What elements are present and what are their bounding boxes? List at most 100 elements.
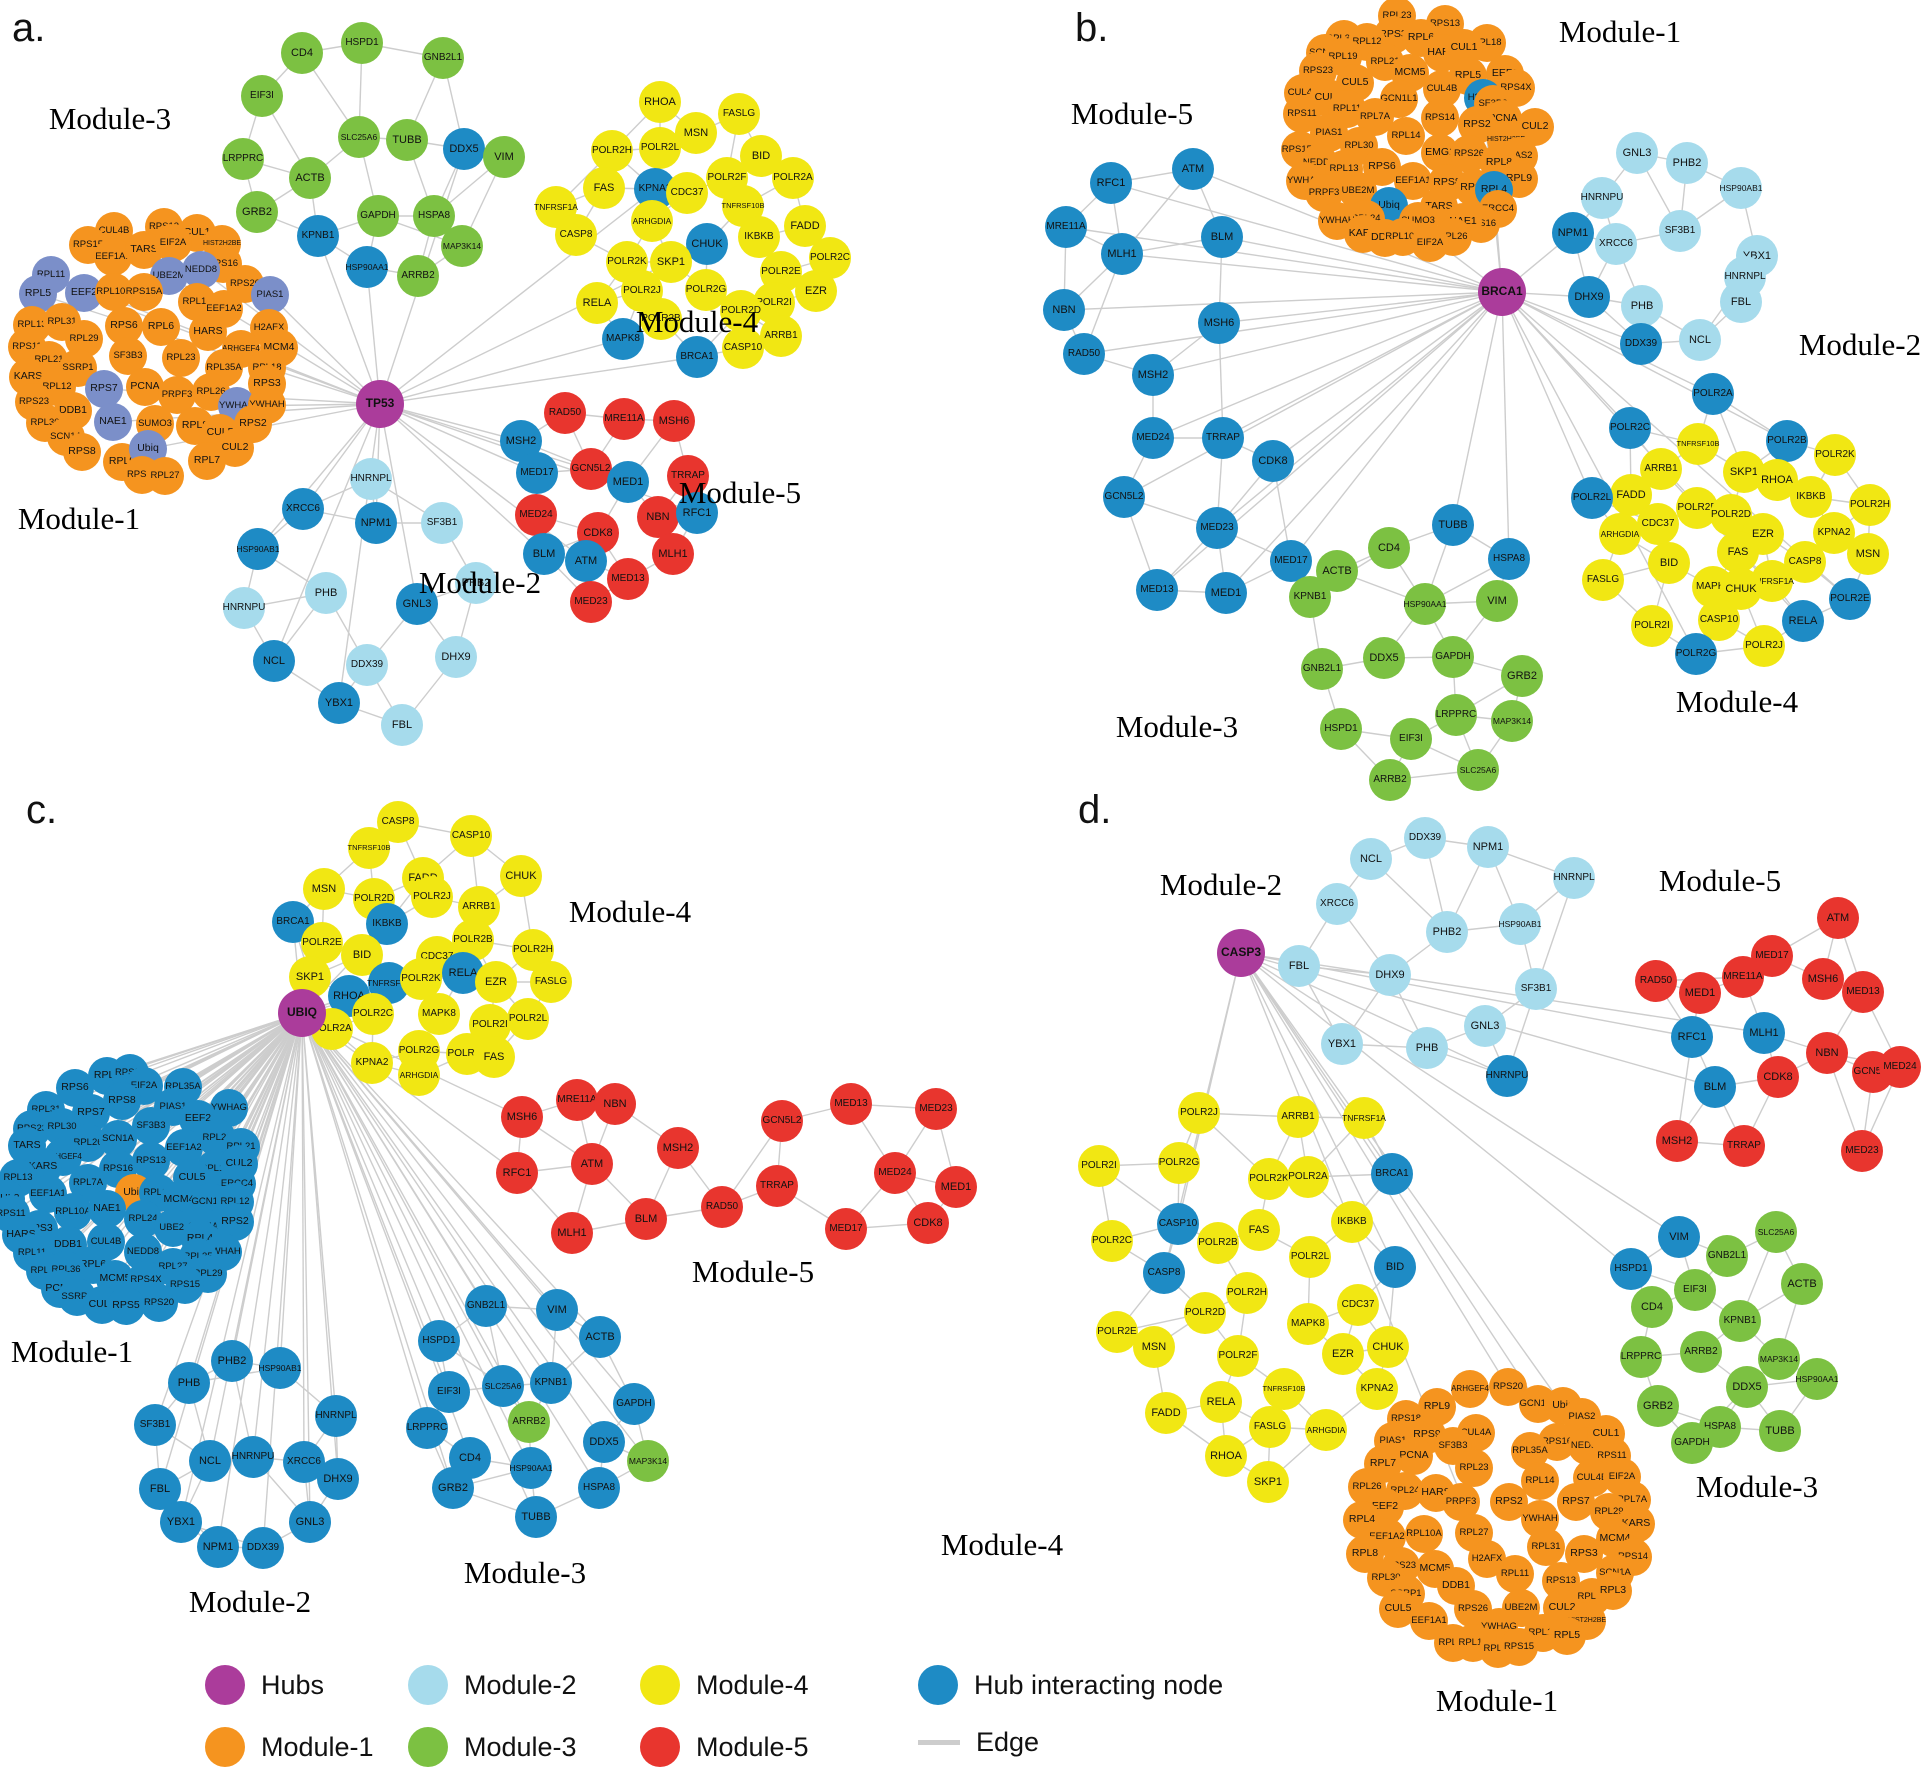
node-map3k14: MAP3K14 (627, 1440, 669, 1482)
node-med13: MED13 (830, 1083, 872, 1125)
node-ddx39: DDX39 (346, 644, 388, 686)
node-polr2g: POLR2G (1158, 1142, 1200, 1184)
node-msn: MSN (675, 112, 717, 154)
node-gnb2l1: GNB2L1 (1301, 648, 1343, 690)
node-fbl: FBL (1278, 945, 1320, 987)
node-cdk8: CDK8 (1252, 440, 1294, 482)
edge (301, 1012, 530, 1423)
node-gnl3: GNL3 (396, 583, 438, 625)
node-grb2: GRB2 (236, 191, 278, 233)
node-rhoa: RHOA (1205, 1435, 1247, 1477)
node-polr2a: POLR2A (1692, 373, 1734, 415)
node-kpnb1: KPNB1 (297, 215, 339, 257)
edge (301, 1012, 428, 1429)
legend-item-module-4: Module-4 (640, 1665, 809, 1705)
node-hsp90aa1: HSP90AA1 (1404, 583, 1447, 625)
edge (209, 1012, 303, 1462)
node-bid: BID (1648, 542, 1690, 584)
edge (301, 1012, 504, 1387)
node-fas: FAS (583, 167, 625, 209)
module-label-a-module-2: Module-2 (418, 565, 542, 600)
module-label-d-module-2: Module-2 (1159, 867, 1283, 902)
node-rps15: RPS15 (1500, 1628, 1538, 1666)
node-polr2l: POLR2L (1571, 477, 1613, 519)
module-label-a-module-1: Module-1 (17, 501, 141, 536)
node-eif2a: EIF2A (1411, 224, 1449, 262)
node-nbn: NBN (637, 496, 679, 538)
edge (252, 1012, 303, 1458)
node-xrcc6: XRCC6 (282, 488, 324, 530)
node-casp10: CASP10 (1157, 1203, 1199, 1245)
node-rpl3: RPL3 (1594, 1572, 1632, 1610)
node-mre11a: MRE11A (556, 1079, 598, 1121)
node-gnl3: GNL3 (1616, 132, 1658, 174)
node-med17: MED17 (825, 1208, 867, 1250)
legend-label: Module-2 (464, 1669, 577, 1700)
node-mre11a: MRE11A (1722, 956, 1764, 998)
node-arhgdia: ARHGDIA (398, 1054, 440, 1096)
node-tnfrsf10b: TNFRSF10B (1677, 423, 1719, 465)
node-rela: RELA (576, 282, 618, 324)
node-rad50: RAD50 (1635, 960, 1677, 1002)
node-cdc37: CDC37 (1637, 503, 1679, 545)
node-blm: BLM (1694, 1066, 1736, 1108)
node-rps7: RPS7 (1557, 1483, 1595, 1521)
node-polr2k: POLR2K (1248, 1158, 1290, 1200)
node-mlh1: MLH1 (652, 533, 694, 575)
node-map3k14: MAP3K14 (441, 225, 483, 267)
edge (301, 1012, 552, 1384)
edge (301, 1012, 600, 1489)
node-rfc1: RFC1 (496, 1152, 538, 1194)
node-ybx1: YBX1 (318, 682, 360, 724)
node-hsp90aa1: HSP90AA1 (510, 1447, 553, 1489)
node-brca1: BRCA1 (1371, 1153, 1413, 1195)
edge (338, 403, 381, 704)
node-polr2e: POLR2E (1829, 578, 1871, 620)
node-rpl14: RPL14 (1521, 1462, 1559, 1500)
edge (1123, 291, 1503, 498)
node-gapdh: GAPDH (1671, 1422, 1713, 1464)
edge (1225, 291, 1503, 594)
node-arhgef4: ARHGEF4 (1451, 1370, 1489, 1408)
node-fas: FAS (1238, 1209, 1280, 1251)
node-eif3i: EIF3I (241, 75, 283, 117)
node-rps14: RPS14 (1421, 99, 1459, 137)
node-blm: BLM (523, 533, 565, 575)
node-casp10: CASP10 (450, 815, 492, 857)
node-rfc1: RFC1 (1671, 1016, 1713, 1058)
node-gapdh: GAPDH (1432, 636, 1474, 678)
node-polr2k: POLR2K (1814, 434, 1856, 476)
legend-label: Module-5 (696, 1731, 809, 1762)
node-kpnb1: KPNB1 (530, 1362, 572, 1404)
module-label-b-module-3: Module-3 (1115, 709, 1239, 744)
panel-letter-a: a. (12, 6, 46, 50)
edge (1501, 291, 1788, 442)
node-med23: MED23 (1841, 1130, 1883, 1172)
node-trrap: TRRAP (667, 455, 709, 497)
edge (1152, 291, 1503, 439)
node-polr2c: POLR2C (1609, 407, 1651, 449)
node-hspa8: HSPA8 (578, 1467, 620, 1509)
node-arrb2: ARRB2 (508, 1401, 550, 1443)
node-mlh1: MLH1 (1743, 1012, 1785, 1054)
node-gnb2l1: GNB2L1 (1706, 1235, 1748, 1277)
node-hnrnpl: HNRNPL (350, 458, 392, 500)
node-phb2: PHB2 (211, 1340, 253, 1382)
node-hsp90ab1: HSP90AB1 (1499, 903, 1542, 945)
legend-label: Module-3 (464, 1731, 577, 1762)
legend-label: Edge (976, 1727, 1040, 1757)
node-eif3i: EIF3I (1390, 718, 1432, 760)
node-gcn5l2: GCN5L2 (1103, 476, 1145, 518)
node-hnrnpl: HNRNPL (315, 1395, 357, 1437)
edge (1218, 291, 1503, 324)
node-msh6: MSH6 (1198, 302, 1240, 344)
node-ddx39: DDX39 (242, 1527, 284, 1569)
node-dhx9: DHX9 (1369, 954, 1411, 996)
node-bid: BID (1374, 1246, 1416, 1288)
node-hnrnpu: HNRNPU (232, 1436, 274, 1478)
node-lrpprc: LRPPRC (1620, 1336, 1662, 1378)
node-lrpprc: LRPPRC (406, 1407, 448, 1449)
node-fbl: FBL (381, 704, 423, 746)
edge (1152, 291, 1503, 376)
node-vim: VIM (483, 136, 525, 178)
